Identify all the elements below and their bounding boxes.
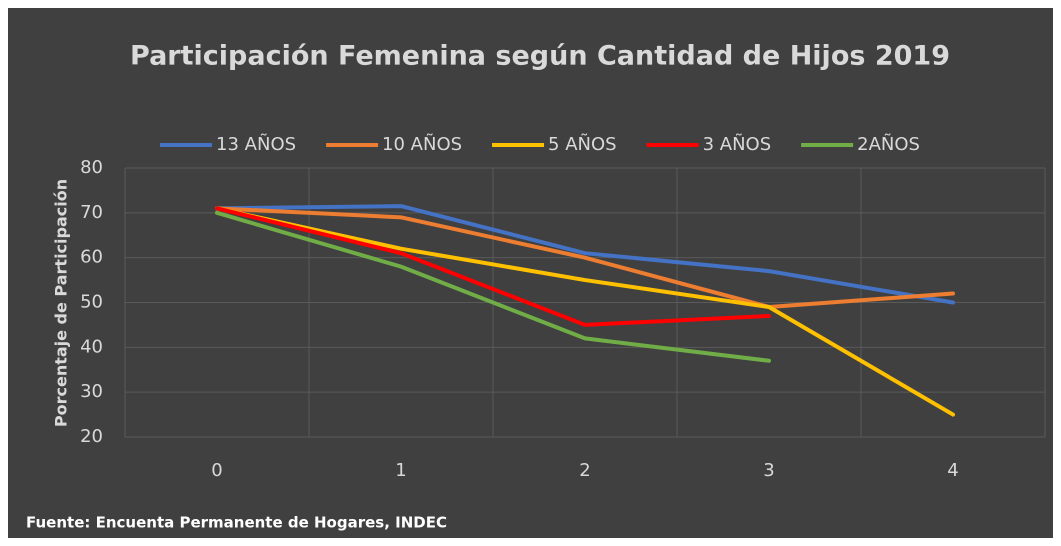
series-line: [215, 210, 771, 363]
legend: 13 AÑOS 10 AÑOS 5 AÑOS 3 AÑOS 2AÑOS: [160, 133, 920, 155]
y-tick-label: 70: [80, 202, 103, 223]
series-line: [215, 206, 955, 417]
y-tick-label: 30: [80, 381, 103, 402]
legend-label: 13 AÑOS: [216, 133, 296, 155]
legend-label: 5 AÑOS: [548, 133, 617, 155]
source-note: Fuente: Encuenta Permanente de Hogares, …: [26, 514, 447, 532]
series-line: [215, 206, 955, 309]
y-tick-label: 80: [80, 157, 103, 178]
x-tick-label: 3: [763, 460, 774, 481]
legend-label: 2AÑOS: [857, 133, 920, 155]
y-tick-label: 20: [80, 426, 103, 447]
y-tick-label: 50: [80, 292, 103, 313]
x-tick-label: 1: [395, 460, 406, 481]
x-tick-label: 2: [579, 460, 590, 481]
y-tick-label: 60: [80, 247, 103, 268]
series-line: [215, 204, 955, 305]
legend-label: 10 AÑOS: [382, 133, 462, 155]
y-axis-label: Porcentaje de Participación: [52, 179, 71, 427]
y-tick-label: 40: [80, 336, 103, 357]
x-tick-label: 0: [211, 460, 222, 481]
legend-item: 5 AÑOS: [492, 133, 617, 155]
legend-item: 13 AÑOS: [160, 133, 296, 155]
legend-label: 3 AÑOS: [703, 133, 772, 155]
legend-item: 2AÑOS: [801, 133, 920, 155]
legend-item: 3 AÑOS: [646, 133, 772, 155]
x-tick-label: 4: [947, 460, 958, 481]
chart-title: Participación Femenina según Cantidad de…: [130, 41, 950, 72]
series-line: [215, 206, 771, 327]
legend-item: 10 AÑOS: [326, 133, 462, 155]
chart-background: [8, 8, 1053, 538]
